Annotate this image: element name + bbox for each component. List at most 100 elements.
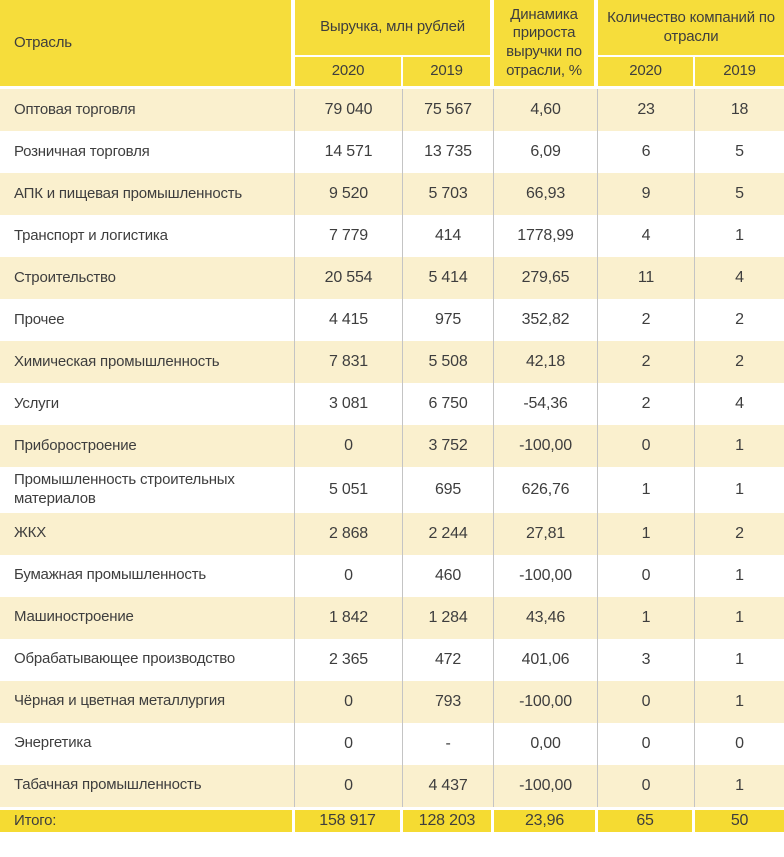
industry-cell: Табачная промышленность: [0, 764, 295, 807]
dynamics-cell: 401,06: [494, 638, 599, 681]
industry-cell: АПК и пищевая промышленность: [0, 173, 295, 215]
dynamics-cell: 66,93: [494, 173, 599, 215]
column-header-revenue-2020: 2020: [295, 57, 403, 89]
industry-cell: Бумажная промышленность: [0, 554, 295, 597]
table-row: Табачная промышленность 0 4 437 -100,00 …: [0, 764, 784, 807]
revenue-2020-cell: 20 554: [295, 257, 403, 299]
companies-2019-cell: 1: [695, 764, 784, 807]
industry-cell: ЖКХ: [0, 512, 295, 555]
revenue-2019-cell: 460: [403, 554, 495, 597]
companies-2020-cell: 0: [598, 722, 696, 765]
revenue-2020-cell: 0: [295, 764, 403, 807]
table-row: Транспорт и логистика 7 779 414 1778,99 …: [0, 215, 784, 257]
table-row: АПК и пищевая промышленность 9 520 5 703…: [0, 173, 784, 215]
table-row: ЖКХ 2 868 2 244 27,81 1 2: [0, 512, 784, 555]
column-header-industry: Отрасль: [0, 0, 295, 89]
total-row: Итого: 158 917 128 203 23,96 65 50: [0, 806, 784, 838]
companies-2020-cell: 0: [598, 764, 696, 807]
table-body: Оптовая торговля 79 040 75 567 4,60 23 1…: [0, 89, 784, 807]
dynamics-cell: -100,00: [494, 680, 599, 723]
revenue-2019-cell: 1 284: [403, 596, 495, 639]
table-footer: Итого: 158 917 128 203 23,96 65 50: [0, 806, 784, 838]
industry-cell: Услуги: [0, 383, 295, 425]
industry-cell: Транспорт и логистика: [0, 215, 295, 257]
revenue-2020-cell: 0: [295, 722, 403, 765]
revenue-2019-cell: 793: [403, 680, 495, 723]
revenue-2020-cell: 2 868: [295, 512, 403, 555]
revenue-2019-cell: 975: [403, 299, 495, 341]
revenue-2019-cell: 13 735: [403, 131, 495, 173]
table-row: Приборостроение 0 3 752 -100,00 0 1: [0, 425, 784, 467]
companies-2019-cell: 2: [695, 512, 784, 555]
revenue-2019-cell: -: [403, 722, 495, 765]
industry-cell: Строительство: [0, 257, 295, 299]
table-row: Химическая промышленность 7 831 5 508 42…: [0, 341, 784, 383]
table-row: Розничная торговля 14 571 13 735 6,09 6 …: [0, 131, 784, 173]
industry-cell: Машиностроение: [0, 596, 295, 639]
revenue-2019-cell: 5 703: [403, 173, 495, 215]
dynamics-cell: -100,00: [494, 425, 599, 467]
revenue-2019-cell: 5 508: [403, 341, 495, 383]
companies-2020-cell: 6: [598, 131, 696, 173]
revenue-2019-cell: 695: [403, 467, 495, 513]
dynamics-cell: 42,18: [494, 341, 599, 383]
revenue-2020-cell: 0: [295, 425, 403, 467]
dynamics-cell: -100,00: [494, 554, 599, 597]
dynamics-cell: 352,82: [494, 299, 599, 341]
revenue-2020-cell: 7 779: [295, 215, 403, 257]
column-group-revenue: Выручка, млн рублей: [295, 0, 495, 57]
table-row: Энергетика 0 - 0,00 0 0: [0, 722, 784, 765]
companies-2019-cell: 0: [695, 722, 784, 765]
industry-cell: Прочее: [0, 299, 295, 341]
revenue-2019-cell: 3 752: [403, 425, 495, 467]
table-row: Бумажная промышленность 0 460 -100,00 0 …: [0, 554, 784, 597]
industry-cell: Приборостроение: [0, 425, 295, 467]
companies-2019-cell: 2: [695, 341, 784, 383]
companies-2020-cell: 1: [598, 467, 696, 513]
revenue-2020-cell: 2 365: [295, 638, 403, 681]
table-row: Машиностроение 1 842 1 284 43,46 1 1: [0, 596, 784, 639]
dynamics-cell: 6,09: [494, 131, 599, 173]
revenue-2020-cell: 14 571: [295, 131, 403, 173]
revenue-2020-cell: 9 520: [295, 173, 403, 215]
dynamics-cell: 1778,99: [494, 215, 599, 257]
companies-2019-cell: 4: [695, 257, 784, 299]
dynamics-cell: 27,81: [494, 512, 599, 555]
dynamics-cell: 279,65: [494, 257, 599, 299]
table-row: Чёрная и цветная металлургия 0 793 -100,…: [0, 680, 784, 723]
companies-2019-cell: 1: [695, 680, 784, 723]
revenue-2020-cell: 7 831: [295, 341, 403, 383]
dynamics-cell: -54,36: [494, 383, 599, 425]
dynamics-cell: 0,00: [494, 722, 599, 765]
companies-2019-cell: 1: [695, 425, 784, 467]
companies-2020-cell: 23: [598, 89, 696, 131]
table-row: Услуги 3 081 6 750 -54,36 2 4: [0, 383, 784, 425]
companies-2020-cell: 11: [598, 257, 696, 299]
companies-2019-cell: 5: [695, 173, 784, 215]
companies-2019-cell: 1: [695, 596, 784, 639]
revenue-2019-cell: 75 567: [403, 89, 495, 131]
dynamics-cell: 43,46: [494, 596, 599, 639]
table-row: Оптовая торговля 79 040 75 567 4,60 23 1…: [0, 89, 784, 131]
revenue-2020-cell: 0: [295, 680, 403, 723]
revenue-2019-cell: 4 437: [403, 764, 495, 807]
companies-2020-cell: 4: [598, 215, 696, 257]
companies-2019-cell: 1: [695, 554, 784, 597]
revenue-2020-cell: 79 040: [295, 89, 403, 131]
total-label: Итого:: [0, 806, 295, 838]
companies-2020-cell: 2: [598, 341, 696, 383]
revenue-2020-cell: 3 081: [295, 383, 403, 425]
companies-2020-cell: 2: [598, 299, 696, 341]
industry-cell: Оптовая торговля: [0, 89, 295, 131]
companies-2019-cell: 2: [695, 299, 784, 341]
companies-2020-cell: 0: [598, 680, 696, 723]
industry-cell: Розничная торговля: [0, 131, 295, 173]
table-row: Строительство 20 554 5 414 279,65 11 4: [0, 257, 784, 299]
revenue-2020-cell: 5 051: [295, 467, 403, 513]
companies-2020-cell: 1: [598, 596, 696, 639]
column-header-companies-2019: 2019: [695, 57, 784, 89]
companies-2019-cell: 1: [695, 638, 784, 681]
revenue-2019-cell: 2 244: [403, 512, 495, 555]
companies-2019-cell: 5: [695, 131, 784, 173]
industry-revenue-table-container: Отрасль Выручка, млн рублей Динамика при…: [0, 0, 784, 838]
